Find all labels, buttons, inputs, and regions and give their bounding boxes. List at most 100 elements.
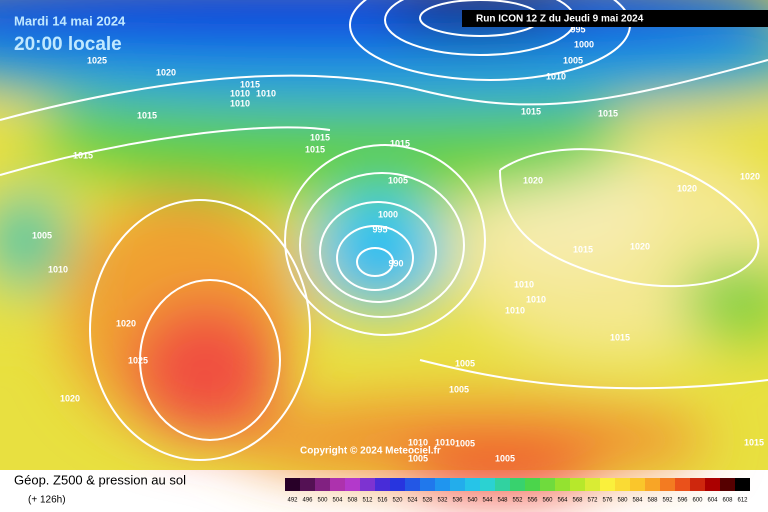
legend-label: 592 bbox=[662, 498, 673, 504]
legend-swatch bbox=[510, 478, 525, 491]
isobar-label: 1005 bbox=[495, 453, 515, 463]
legend-label: 580 bbox=[617, 498, 628, 504]
isobar-label: 1015 bbox=[240, 79, 260, 89]
copyright: Copyright © 2024 Meteociel.fr bbox=[300, 446, 441, 457]
legend-swatch bbox=[375, 478, 390, 491]
legend-label: 536 bbox=[452, 498, 463, 504]
legend-swatch bbox=[315, 478, 330, 491]
legend-swatch bbox=[720, 478, 735, 491]
run-banner bbox=[462, 10, 768, 27]
isobar-label: 1010 bbox=[256, 88, 276, 98]
isobar-label: 1025 bbox=[87, 55, 107, 65]
legend-swatch bbox=[465, 478, 480, 491]
legend-label: 492 bbox=[287, 498, 298, 504]
legend-label: 604 bbox=[707, 498, 718, 504]
isobar-label: 1005 bbox=[388, 175, 408, 185]
legend-label: 524 bbox=[407, 498, 418, 504]
isobar-label: 1005 bbox=[563, 55, 583, 65]
legend-label: 564 bbox=[557, 498, 568, 504]
legend-label: 588 bbox=[647, 498, 658, 504]
isobar-label: 1015 bbox=[610, 332, 630, 342]
legend-label: 612 bbox=[737, 498, 748, 504]
isobar-label: 1005 bbox=[32, 230, 52, 240]
legend-label: 600 bbox=[692, 498, 703, 504]
legend-label: 516 bbox=[377, 498, 388, 504]
legend-label: 568 bbox=[572, 498, 583, 504]
isobar-label: 1010 bbox=[230, 98, 250, 108]
legend-swatch bbox=[630, 478, 645, 491]
legend-swatch bbox=[525, 478, 540, 491]
legend-swatch bbox=[300, 478, 315, 491]
isobar-label: 1005 bbox=[449, 384, 469, 394]
isobar-label: 1015 bbox=[310, 132, 330, 142]
legend-swatch bbox=[450, 478, 465, 491]
legend-label: 572 bbox=[587, 498, 598, 504]
legend-label: 544 bbox=[482, 498, 493, 504]
legend-swatch bbox=[540, 478, 555, 491]
legend-swatch bbox=[705, 478, 720, 491]
legend-swatch bbox=[285, 478, 300, 491]
forecast-time: 20:00 locale bbox=[14, 34, 122, 55]
legend-label: 496 bbox=[302, 498, 313, 504]
isobar-label: 1000 bbox=[574, 39, 594, 49]
footer-title: Géop. Z500 & pression au sol bbox=[14, 472, 186, 487]
legend-label: 520 bbox=[392, 498, 403, 504]
legend-label: 512 bbox=[362, 498, 373, 504]
isobar-label: 1020 bbox=[740, 171, 760, 181]
isobar-label: 1020 bbox=[60, 393, 80, 403]
legend-swatch bbox=[420, 478, 435, 491]
isobar-label: 1005 bbox=[455, 438, 475, 448]
isobar-label: 1010 bbox=[435, 437, 455, 447]
legend-label: 576 bbox=[602, 498, 613, 504]
isobar-label: 1010 bbox=[505, 305, 525, 315]
legend-label: 560 bbox=[542, 498, 553, 504]
isobar-label: 1015 bbox=[137, 110, 157, 120]
isobar-label: 1020 bbox=[677, 183, 697, 193]
legend-label: 540 bbox=[467, 498, 478, 504]
legend-swatch bbox=[330, 478, 345, 491]
isobar-label: 1010 bbox=[546, 71, 566, 81]
legend-swatch bbox=[360, 478, 375, 491]
legend-label: 548 bbox=[497, 498, 508, 504]
legend-label: 556 bbox=[527, 498, 538, 504]
forecast-lead: (+ 126h) bbox=[28, 495, 66, 506]
isobar-label: 1020 bbox=[156, 67, 176, 77]
legend-label: 552 bbox=[512, 498, 523, 504]
legend-swatch bbox=[690, 478, 705, 491]
isobar-label: 995 bbox=[570, 24, 585, 34]
isobar-label: 995 bbox=[372, 224, 387, 234]
isobar-label: 1015 bbox=[573, 244, 593, 254]
forecast-date: Mardi 14 mai 2024 bbox=[14, 13, 126, 28]
legend-label: 508 bbox=[347, 498, 358, 504]
isobar-label: 1000 bbox=[378, 209, 398, 219]
legend-label: 500 bbox=[317, 498, 328, 504]
isobar-label: 1010 bbox=[514, 279, 534, 289]
isobar-label: 990 bbox=[388, 258, 403, 268]
legend-swatch bbox=[495, 478, 510, 491]
isobar-label: 1005 bbox=[408, 453, 428, 463]
legend: 492 496 500 504 508 512 516 520 524 528 532 536 540 5… bbox=[285, 478, 750, 504]
legend-swatch bbox=[585, 478, 600, 491]
legend-swatch bbox=[435, 478, 450, 491]
legend-label: 608 bbox=[722, 498, 733, 504]
isobar-label: 1015 bbox=[521, 106, 541, 116]
isobar-label: 1025 bbox=[128, 355, 148, 365]
field-background bbox=[0, 0, 768, 495]
isobar-label: 1020 bbox=[116, 318, 136, 328]
isobar-label: 1010 bbox=[230, 88, 250, 98]
legend-swatch bbox=[555, 478, 570, 491]
isobar-label: 1010 bbox=[48, 264, 68, 274]
isobar-label: 1005 bbox=[455, 358, 475, 368]
legend-swatch bbox=[480, 478, 495, 491]
legend-swatch bbox=[345, 478, 360, 491]
legend-swatch bbox=[735, 478, 750, 491]
legend-swatch bbox=[600, 478, 615, 491]
isobars bbox=[0, 0, 768, 461]
legend-swatch bbox=[390, 478, 405, 491]
legend-swatch bbox=[570, 478, 585, 491]
run-info: Run ICON 12 Z du Jeudi 9 mai 2024 bbox=[476, 14, 644, 25]
legend-swatch bbox=[645, 478, 660, 491]
isobar-label: 1020 bbox=[630, 241, 650, 251]
legend-label: 504 bbox=[332, 498, 343, 504]
